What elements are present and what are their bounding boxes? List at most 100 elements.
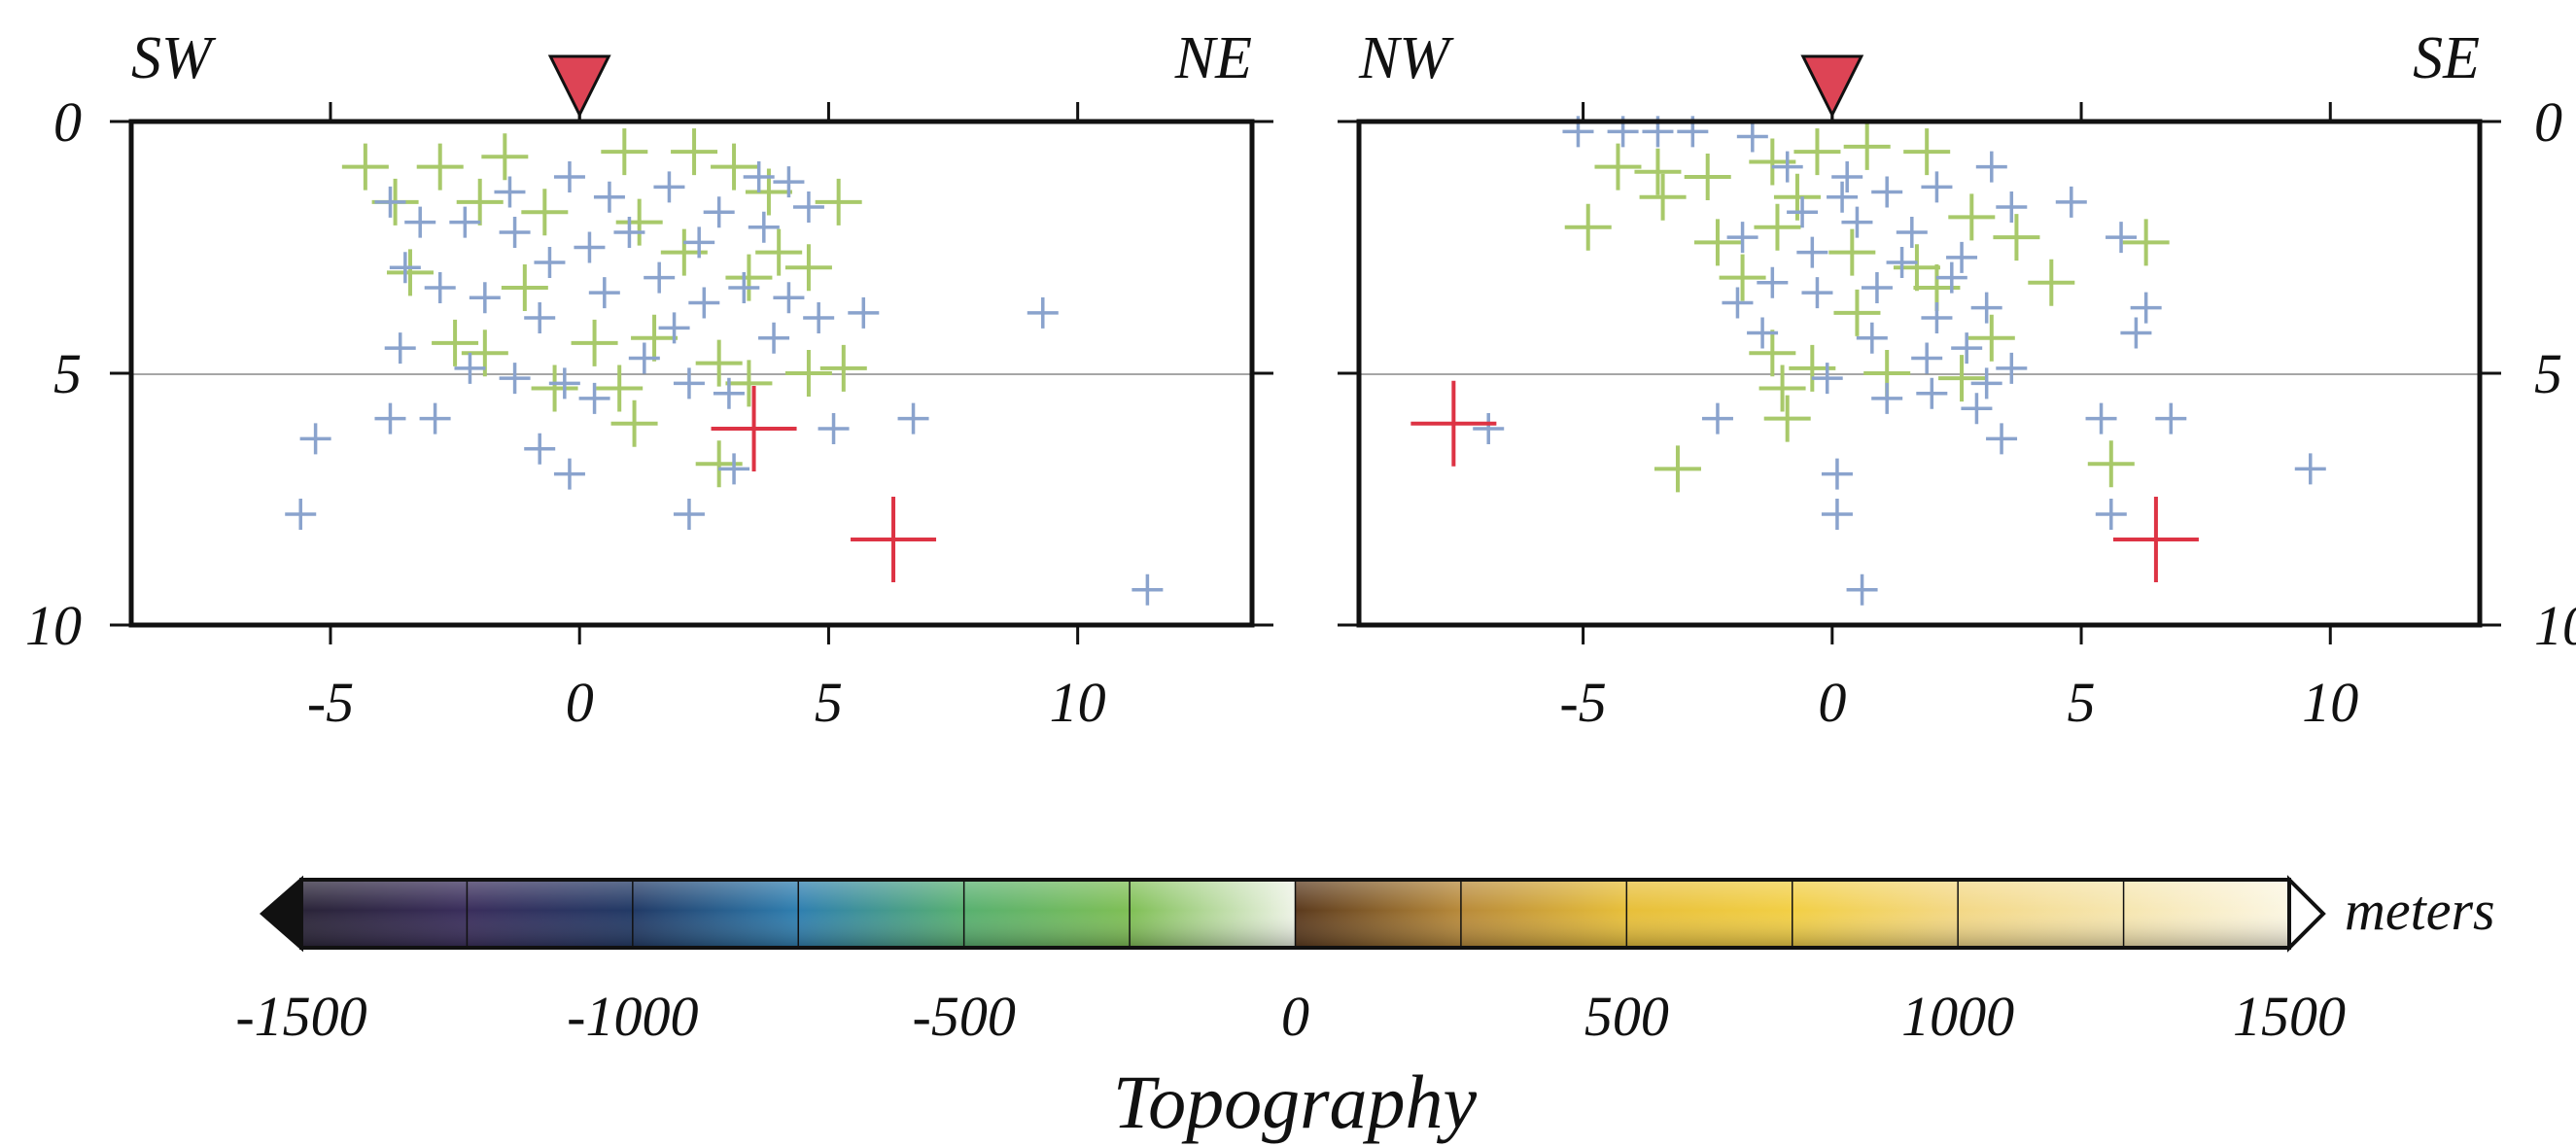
hypocenter-marker xyxy=(2122,219,2170,266)
hypocenter-marker xyxy=(718,453,750,485)
colorbar-frame xyxy=(299,878,2291,950)
highlight-marker xyxy=(851,496,937,582)
hypocenter-marker xyxy=(299,423,331,455)
hypocenter-marker xyxy=(1749,330,1796,377)
highlight-marker xyxy=(2112,496,2199,582)
hypocenter-marker xyxy=(1564,203,1612,251)
left-points xyxy=(285,128,1164,606)
hypocenter-marker xyxy=(1131,574,1164,606)
colorbar-tick-label: -1500 xyxy=(235,985,366,1048)
hypocenter-marker xyxy=(784,350,832,397)
hypocenter-marker xyxy=(728,271,760,303)
hypocenter-marker xyxy=(374,186,406,218)
right-plot-frame xyxy=(1356,119,2483,628)
hypocenter-marker xyxy=(2294,453,2326,485)
hypocenter-marker xyxy=(1861,271,1893,303)
hypocenter-marker xyxy=(725,254,773,301)
hypocenter-marker xyxy=(792,191,824,224)
hypocenter-marker xyxy=(1811,363,1843,395)
x-tick-label: 5 xyxy=(2068,671,2096,734)
hypocenter-marker xyxy=(2028,259,2075,306)
hypocenter-marker xyxy=(374,402,406,434)
x-tick-label: -5 xyxy=(1559,671,1606,734)
hypocenter-marker xyxy=(688,287,720,319)
hypocenter-marker xyxy=(419,402,451,434)
hypocenter-marker xyxy=(1754,203,1801,251)
hypocenter-marker xyxy=(703,196,735,228)
hypocenter-marker xyxy=(1726,222,1758,254)
hypocenter-marker xyxy=(628,342,660,374)
hypocenter-marker xyxy=(2106,222,2138,254)
hypocenter-marker xyxy=(1921,171,1953,203)
colorbar-above-max-triangle xyxy=(2287,875,2326,953)
hypocenter-marker xyxy=(1970,292,2002,324)
hypocenter-marker xyxy=(456,178,504,226)
hypocenter-marker xyxy=(574,231,606,263)
left-station-marker xyxy=(547,54,611,119)
hypocenter-marker xyxy=(1758,365,1806,412)
hypocenter-marker xyxy=(758,322,790,354)
hypocenter-marker xyxy=(713,377,745,409)
hypocenter-marker xyxy=(1473,412,1505,444)
hypocenter-marker xyxy=(1821,499,1853,531)
hypocenter-marker xyxy=(1747,317,1779,349)
left-panel: -5 0 5 10 0 5 10 SW NE xyxy=(25,25,1273,734)
hypocenter-marker xyxy=(2087,440,2135,488)
hypocenter-marker xyxy=(524,433,556,465)
hypocenter-marker xyxy=(1757,266,1789,298)
hypocenter-marker xyxy=(711,143,758,191)
right-panel-left-label: NW xyxy=(1358,25,1454,91)
hypocenter-marker xyxy=(748,211,780,243)
hypocenter-marker xyxy=(1722,287,1754,319)
hypocenter-marker xyxy=(671,128,718,176)
hypocenter-marker xyxy=(1821,458,1853,490)
hypocenter-marker xyxy=(521,189,569,236)
hypocenter-marker xyxy=(404,206,436,238)
hypocenter-marker xyxy=(449,206,481,238)
y-tick-label: 0 xyxy=(53,90,82,154)
left-plot-frame xyxy=(128,119,1255,628)
colorbar-tick-label: 0 xyxy=(1281,985,1309,1048)
hypocenter-marker xyxy=(1996,191,2028,224)
hypocenter-marker xyxy=(285,499,317,531)
colorbar-tick-label: 1000 xyxy=(1901,985,2014,1048)
hypocenter-marker xyxy=(1935,261,1967,294)
hypocenter-marker xyxy=(1886,247,1918,279)
hypocenter-marker xyxy=(596,365,644,412)
hypocenter-marker xyxy=(2095,499,2127,531)
hypocenter-marker xyxy=(1843,122,1891,170)
hypocenter-marker xyxy=(1916,377,1948,409)
hypocenter-marker xyxy=(1986,423,2018,455)
right-station-marker xyxy=(1800,54,1864,119)
x-tick-label: 0 xyxy=(566,671,594,734)
hypocenter-marker xyxy=(631,314,679,362)
hypocenter-marker xyxy=(1763,395,1811,442)
colorbar-tick-label: -500 xyxy=(913,985,1016,1048)
hypocenter-marker xyxy=(1903,128,1951,176)
hypocenter-marker xyxy=(1896,216,1928,248)
hypocenter-marker xyxy=(416,143,464,191)
hypocenter-marker xyxy=(1594,143,1642,191)
hypocenter-marker xyxy=(2120,317,2152,349)
hypocenter-marker xyxy=(1967,314,2015,362)
hypocenter-marker xyxy=(499,363,531,395)
hypocenter-marker xyxy=(1684,153,1731,200)
hypocenter-marker xyxy=(1921,302,1953,334)
hypocenter-marker xyxy=(571,319,618,366)
hypocenter-marker xyxy=(1856,322,1888,354)
hypocenter-marker xyxy=(673,499,705,531)
hypocenter-marker xyxy=(755,228,803,276)
hypocenter-marker xyxy=(818,412,850,444)
hypocenter-marker xyxy=(1831,160,1863,192)
hypocenter-marker xyxy=(644,261,676,294)
hypocenter-marker xyxy=(2085,402,2117,434)
hypocenter-marker xyxy=(469,282,501,314)
x-tick-label: 10 xyxy=(2302,671,2358,734)
hypocenter-marker xyxy=(743,160,775,192)
colorbar-dividers xyxy=(466,880,2125,948)
y-tick-label: 10 xyxy=(25,594,82,657)
hypocenter-marker xyxy=(725,360,773,407)
hypocenter-marker xyxy=(1801,277,1833,309)
hypocenter-marker xyxy=(1796,236,1828,268)
